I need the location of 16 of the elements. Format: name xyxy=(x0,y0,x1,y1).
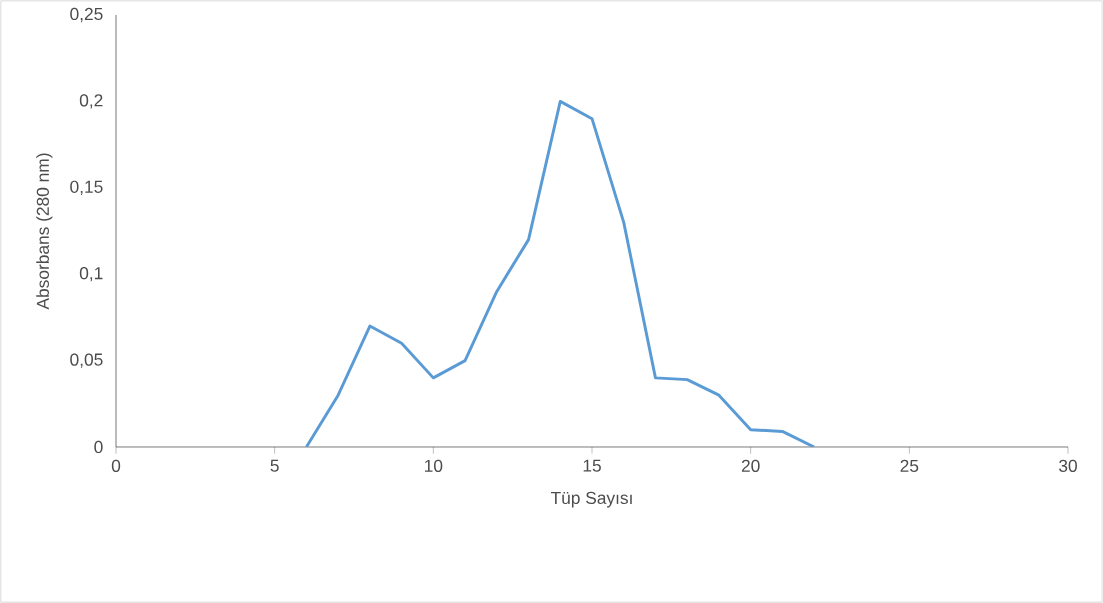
x-tick-label: 15 xyxy=(583,459,601,472)
y-tick-label: 0,2 xyxy=(79,94,103,109)
y-tick-label: 0,1 xyxy=(79,267,103,282)
x-tick-label: 5 xyxy=(270,459,279,472)
y-axis-title: Absorbans (280 nm) xyxy=(36,153,53,310)
y-tick-label: 0 xyxy=(94,440,103,454)
y-tick-label: 0,15 xyxy=(70,180,103,195)
x-tick-label: 20 xyxy=(741,459,760,472)
x-tick-label: 0 xyxy=(111,459,121,472)
x-axis-title: Tüp Sayısı xyxy=(550,491,632,508)
x-tick-label: 25 xyxy=(900,459,919,472)
y-tick-label: 0,05 xyxy=(70,353,103,368)
x-tick-label: 30 xyxy=(1059,459,1077,472)
y-tick-label: 0,25 xyxy=(70,7,103,23)
x-tick-label: 10 xyxy=(425,459,443,472)
line-series xyxy=(304,99,816,447)
